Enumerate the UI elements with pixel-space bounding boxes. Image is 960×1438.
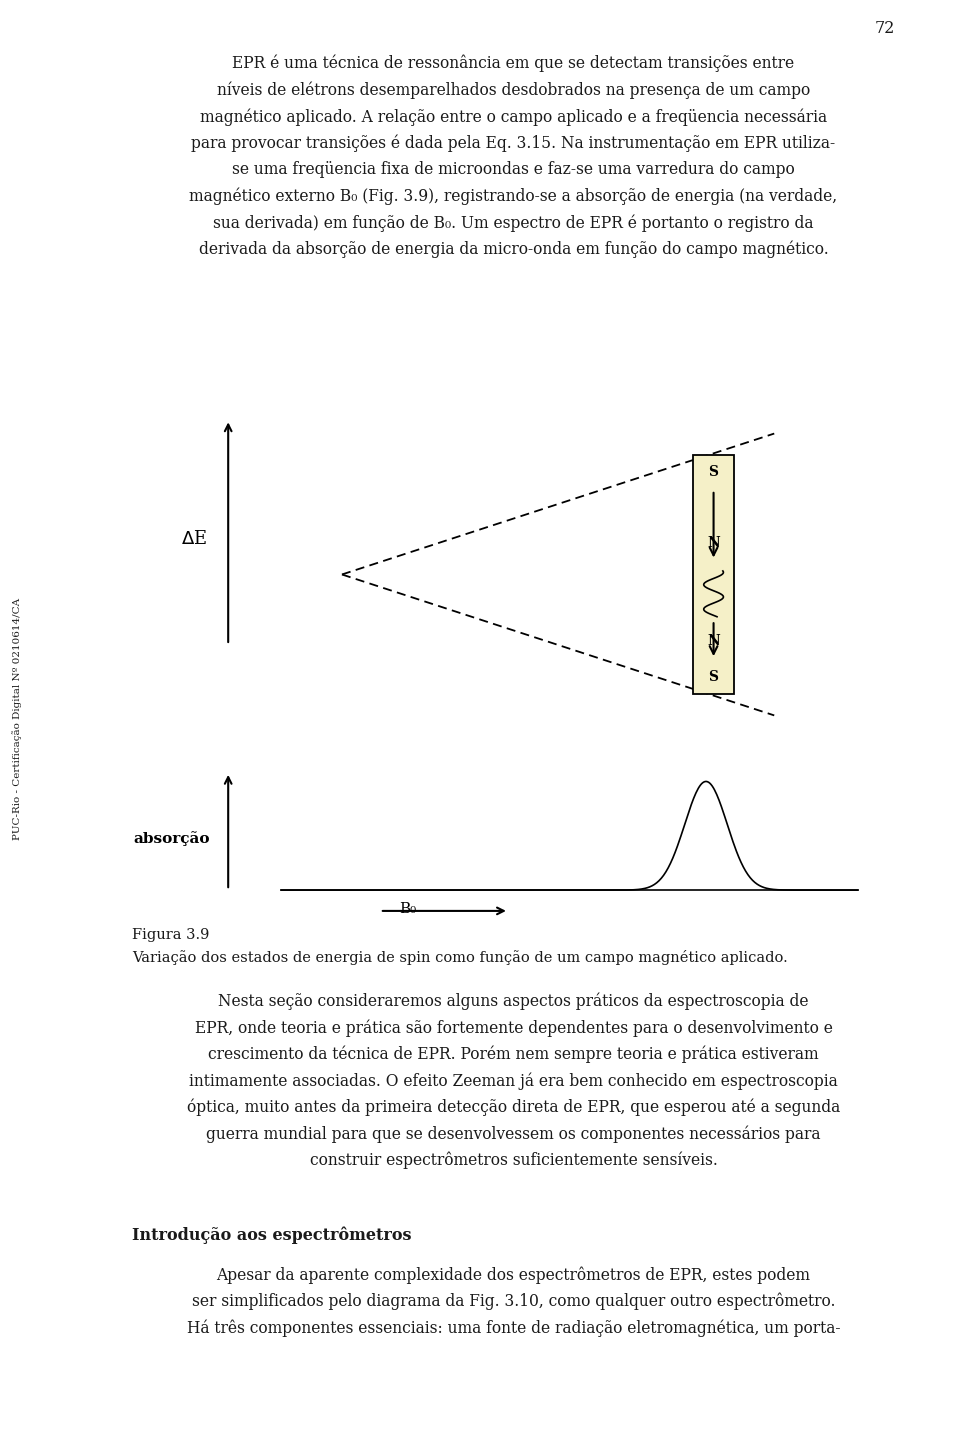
Text: sua derivada) em função de B₀. Um espectro de EPR é portanto o registro da: sua derivada) em função de B₀. Um espect…	[213, 214, 814, 232]
Text: Figura 3.9: Figura 3.9	[132, 928, 209, 942]
Text: S: S	[708, 466, 719, 479]
Text: Introdução aos espectrômetros: Introdução aos espectrômetros	[132, 1227, 412, 1244]
Text: níveis de elétrons desemparelhados desdobrados na presença de um campo: níveis de elétrons desemparelhados desdo…	[217, 82, 810, 99]
Text: $\Delta$E: $\Delta$E	[181, 531, 207, 548]
Text: guerra mundial para que se desenvolvessem os componentes necessários para: guerra mundial para que se desenvolvesse…	[206, 1125, 821, 1143]
Text: se uma freqüencia fixa de microondas e faz-se uma varredura do campo: se uma freqüencia fixa de microondas e f…	[232, 161, 795, 178]
Text: PUC-Rio - Certificação Digital Nº 0210614/CA: PUC-Rio - Certificação Digital Nº 021061…	[12, 598, 22, 840]
Text: Há três componentes essenciais: uma fonte de radiação eletromagnética, um porta-: Há três componentes essenciais: uma font…	[187, 1319, 840, 1336]
Text: Variação dos estados de energia de spin como função de um campo magnético aplica: Variação dos estados de energia de spin …	[132, 949, 788, 965]
Text: derivada da absorção de energia da micro-onda em função do campo magnético.: derivada da absorção de energia da micro…	[199, 240, 828, 257]
Text: para provocar transições é dada pela Eq. 3.15. Na instrumentação em EPR utiliza-: para provocar transições é dada pela Eq.…	[191, 135, 835, 152]
Text: N: N	[708, 536, 720, 549]
Text: Apesar da aparente complexidade dos espectrômetros de EPR, estes podem: Apesar da aparente complexidade dos espe…	[217, 1265, 810, 1284]
Text: intimamente associadas. O efeito Zeeman já era bem conhecido em espectroscopia: intimamente associadas. O efeito Zeeman …	[189, 1071, 838, 1090]
Text: construir espectrômetros suficientemente sensíveis.: construir espectrômetros suficientemente…	[309, 1152, 717, 1169]
Text: 72: 72	[875, 20, 895, 37]
Text: Nesta seção consideraremos alguns aspectos práticos da espectroscopia de: Nesta seção consideraremos alguns aspect…	[218, 992, 808, 1009]
Text: S: S	[708, 670, 719, 683]
FancyBboxPatch shape	[693, 454, 734, 695]
Text: EPR, onde teoria e prática são fortemente dependentes para o desenvolvimento e: EPR, onde teoria e prática são fortement…	[195, 1020, 832, 1037]
Text: B₀: B₀	[398, 902, 416, 916]
Text: EPR é uma técnica de ressonância em que se detectam transições entre: EPR é uma técnica de ressonância em que …	[232, 55, 795, 72]
Text: ser simplificados pelo diagrama da Fig. 3.10, como qualquer outro espectrômetro.: ser simplificados pelo diagrama da Fig. …	[192, 1293, 835, 1310]
Text: óptica, muito antes da primeira detecção direta de EPR, que esperou até a segund: óptica, muito antes da primeira detecção…	[187, 1099, 840, 1116]
Text: crescimento da técnica de EPR. Porém nem sempre teoria e prática estiveram: crescimento da técnica de EPR. Porém nem…	[208, 1045, 819, 1063]
Text: absorção: absorção	[133, 831, 209, 846]
Text: N: N	[708, 634, 720, 649]
Text: magnético externo B₀ (Fig. 3.9), registrando-se a absorção de energia (na verdad: magnético externo B₀ (Fig. 3.9), registr…	[189, 187, 837, 206]
Text: magnético aplicado. A relação entre o campo aplicado e a freqüencia necessária: magnético aplicado. A relação entre o ca…	[200, 108, 828, 125]
